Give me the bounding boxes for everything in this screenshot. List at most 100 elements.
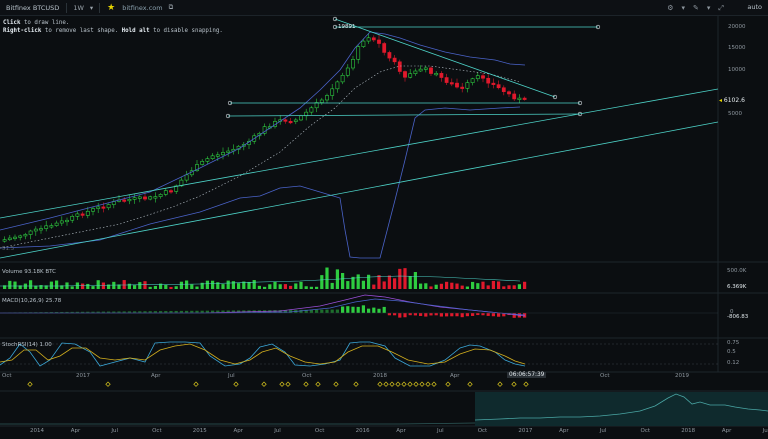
macd-bar <box>34 312 38 313</box>
volume-bar <box>382 281 386 289</box>
candle <box>293 119 298 122</box>
expand-icon[interactable]: ⤢ <box>718 3 724 12</box>
macd-histogram <box>3 305 527 318</box>
volume-bar <box>455 283 459 289</box>
candle <box>44 225 49 229</box>
navigator-x-tick: Apr <box>233 428 244 434</box>
settings-icon[interactable]: ⚙ <box>667 4 674 12</box>
candle <box>70 216 75 221</box>
volume-bar <box>512 285 516 289</box>
scale-mode-auto[interactable]: auto <box>747 3 762 11</box>
macd-bar <box>185 310 189 313</box>
support-line-2 <box>227 113 581 117</box>
chevron-down-icon[interactable]: ▾ <box>89 3 94 12</box>
volume-y-tick: 500.0K <box>727 268 747 274</box>
candle <box>49 225 54 228</box>
volume-bar <box>263 286 267 289</box>
exchange-link[interactable]: bitfinex.com <box>122 3 163 12</box>
interval-selector[interactable]: 1W <box>73 3 84 12</box>
macd-bar <box>403 313 407 318</box>
macd-bar <box>44 312 48 313</box>
candle <box>2 239 7 242</box>
candle <box>132 197 137 200</box>
y-tick: 15000 <box>728 45 746 51</box>
candle <box>205 158 210 162</box>
macd-bar <box>159 311 163 313</box>
volume-bar <box>211 280 215 289</box>
toolbar-right-group: ⚙ ▾ ✎ ▾ ⤢ <box>663 0 728 16</box>
candle <box>143 196 147 200</box>
macd-bar <box>273 310 277 313</box>
stoch-k <box>0 341 526 367</box>
link-icon[interactable]: ⧉ <box>168 3 174 11</box>
macd-bar <box>465 313 469 317</box>
macd-bar <box>346 306 350 313</box>
macd-bar <box>138 311 142 313</box>
volume-bar <box>70 286 74 289</box>
moving-average <box>0 65 521 249</box>
event-marker <box>445 381 451 387</box>
volume-bar <box>195 286 199 289</box>
volume-bar <box>361 280 365 289</box>
candle <box>210 155 215 159</box>
volume-bar <box>153 285 157 289</box>
candle <box>148 196 153 200</box>
candle <box>486 77 491 84</box>
event-markers[interactable] <box>27 381 529 387</box>
macd-bar <box>55 312 59 313</box>
volume-bar <box>465 286 469 289</box>
volume-pane-label: Volume 93.18K BTC <box>2 269 56 275</box>
volume-bar <box>283 284 287 289</box>
event-marker <box>233 381 239 387</box>
candle <box>127 199 132 202</box>
candle <box>522 97 527 100</box>
macd-bar <box>320 309 324 313</box>
macd-bar <box>211 310 215 313</box>
volume-bar <box>107 284 111 289</box>
chevron-down-icon[interactable]: ▾ <box>706 4 711 12</box>
candle <box>413 70 418 74</box>
candle <box>408 73 413 78</box>
candle <box>397 61 402 72</box>
macd-bar <box>169 311 173 313</box>
chevron-down-icon[interactable]: ▾ <box>681 4 685 12</box>
candle <box>195 164 199 172</box>
candle <box>65 219 69 223</box>
candle <box>481 75 485 79</box>
macd-bar <box>309 309 313 313</box>
volume-bar <box>367 274 371 289</box>
macd-bar <box>200 310 204 313</box>
candle <box>101 206 106 209</box>
stoch-y-tick: 0.5 <box>727 349 736 355</box>
navigator-selection[interactable] <box>475 392 768 426</box>
macd-bar <box>445 313 449 317</box>
crosshair-time: 06:06:57:39 <box>507 372 547 378</box>
volume-bar <box>231 281 235 289</box>
candle <box>392 57 397 63</box>
symbol-selector[interactable]: Bitfinex BTCUSD <box>6 3 60 12</box>
volume-bar <box>257 285 261 289</box>
macd-bar <box>81 311 85 313</box>
volume-bar <box>372 284 376 289</box>
stoch-y-tick: 0.75 <box>727 340 740 346</box>
macd-bar <box>148 311 152 313</box>
draw-icon[interactable]: ✎ <box>693 4 699 12</box>
x-tick: 2019 <box>675 373 689 379</box>
macd-bar <box>351 306 355 313</box>
volume-bar <box>133 285 137 289</box>
macd-bar <box>101 311 105 313</box>
volume-bar <box>517 284 521 289</box>
candle <box>28 230 33 235</box>
volume-bar <box>481 281 485 289</box>
navigator-x-tick: Jul <box>599 428 607 434</box>
x-tick: Oct <box>302 373 312 379</box>
macd-bar <box>60 311 64 313</box>
macd-bar <box>393 313 397 316</box>
candle <box>501 87 506 92</box>
macd-bar <box>91 311 95 313</box>
volume-bar <box>117 284 121 289</box>
star-icon[interactable]: ★ <box>107 2 116 13</box>
peak-price-label: 19891 <box>338 24 356 30</box>
event-marker <box>353 381 359 387</box>
